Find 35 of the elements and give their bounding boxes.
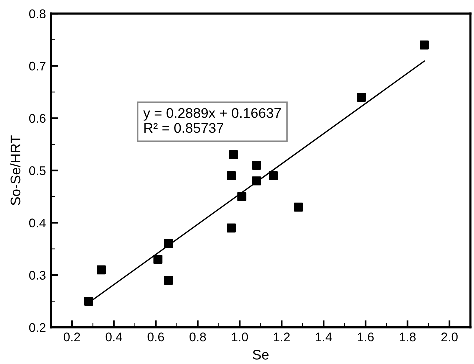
point [97, 266, 106, 275]
x-tick-label: 1.8 [400, 332, 416, 342]
point [84, 296, 94, 306]
point [252, 160, 262, 170]
point [227, 224, 236, 233]
annotation: y = 0.2889x + 0.16637 R² = 0.85737 [144, 108, 282, 134]
y-tick-label: 0.5 [29, 166, 46, 176]
y-tick-label: 0.2 [29, 323, 46, 332]
point [252, 176, 262, 186]
x-axis-title: Se [253, 350, 269, 360]
point [294, 202, 304, 212]
x-tick-label: 1.4 [316, 332, 332, 342]
x-tick-label: 2.0 [442, 332, 458, 342]
point [420, 40, 430, 50]
y-tick-label: 0.4 [29, 218, 46, 228]
x-tick-label: 1.0 [232, 332, 248, 342]
y-axis-title: So-Se/HRT [10, 136, 21, 206]
point [227, 171, 236, 180]
point [164, 239, 174, 248]
x-tick-label: 1.6 [358, 332, 374, 342]
x-tick-label: 0.6 [148, 332, 164, 342]
x-tick-label: 0.2 [64, 332, 80, 342]
x-tick-label: 1.2 [274, 332, 290, 342]
x-tick-label: 0.4 [106, 332, 122, 342]
point [229, 150, 238, 160]
y-tick-label: 0.6 [29, 114, 46, 124]
y-tick-label: 0.7 [29, 62, 46, 71]
y-tick-label: 0.3 [29, 271, 46, 280]
point [357, 93, 366, 102]
point [164, 276, 174, 286]
point [269, 171, 278, 180]
y-tick-label: 0.8 [29, 10, 46, 18]
point [238, 192, 247, 202]
x-tick-label: 0.8 [190, 332, 206, 342]
point [154, 255, 163, 264]
